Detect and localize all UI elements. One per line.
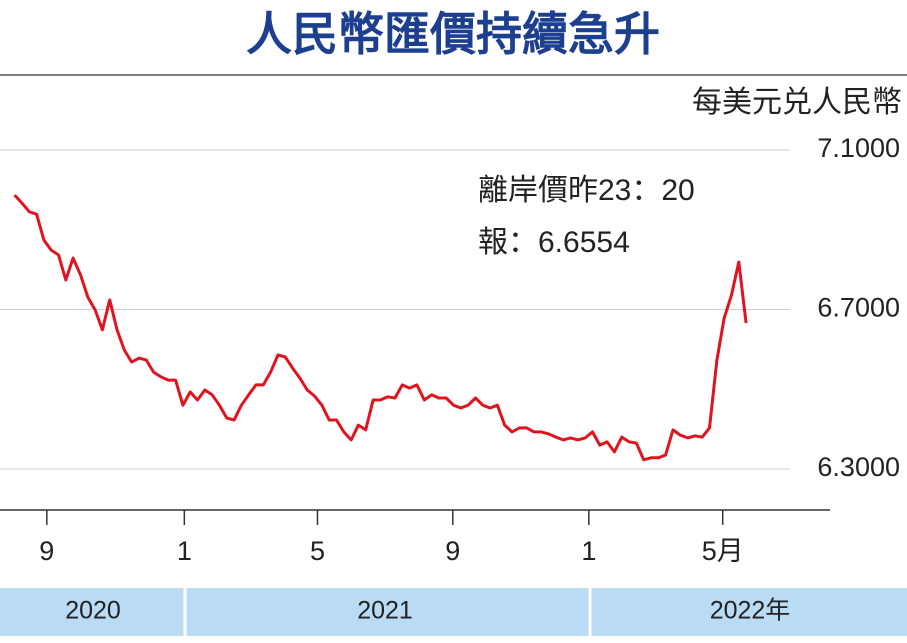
x-tick-label: 9 <box>39 536 54 566</box>
year-label: 2020 <box>65 597 121 625</box>
x-tick-label: 9 <box>445 536 460 566</box>
annotation: 報：6.6554 <box>478 226 630 259</box>
y-tick-label: 7.1000 <box>817 133 900 163</box>
chart-title: 人民幣匯價持續急升 <box>246 8 660 60</box>
x-tick-label: 1 <box>177 536 192 566</box>
y-tick-label: 6.3000 <box>817 452 900 482</box>
year-band <box>0 588 907 636</box>
annotation: 離岸價昨23：20 <box>478 174 695 207</box>
unit-label: 每美元兑人民幣 <box>692 86 902 119</box>
line <box>13 194 748 462</box>
x-tick-label: 1 <box>581 536 596 566</box>
year-label: 2022年 <box>710 597 791 625</box>
y-tick-label: 6.7000 <box>817 293 900 323</box>
x-tick-label: 5 <box>310 536 325 566</box>
year-label: 2021 <box>357 597 413 625</box>
x-tick-label: 5月 <box>702 536 744 566</box>
